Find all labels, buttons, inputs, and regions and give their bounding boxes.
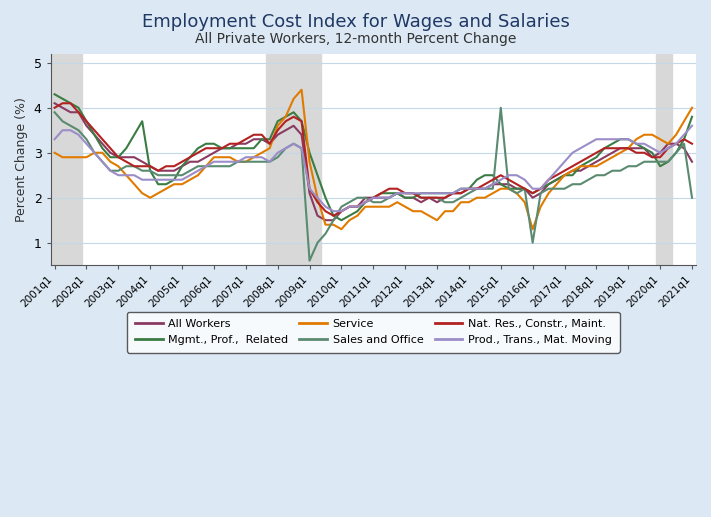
Bar <box>656 54 672 265</box>
Bar <box>266 54 321 265</box>
Legend: All Workers, Mgmt., Prof.,  Related, Service, Sales and Office, Nat. Res., Const: All Workers, Mgmt., Prof., Related, Serv… <box>127 312 619 353</box>
Text: Employment Cost Index for Wages and Salaries: Employment Cost Index for Wages and Sala… <box>141 13 570 31</box>
Text: All Private Workers, 12-month Percent Change: All Private Workers, 12-month Percent Ch… <box>195 32 516 46</box>
Y-axis label: Percent Change (%): Percent Change (%) <box>15 97 28 222</box>
Bar <box>50 54 82 265</box>
